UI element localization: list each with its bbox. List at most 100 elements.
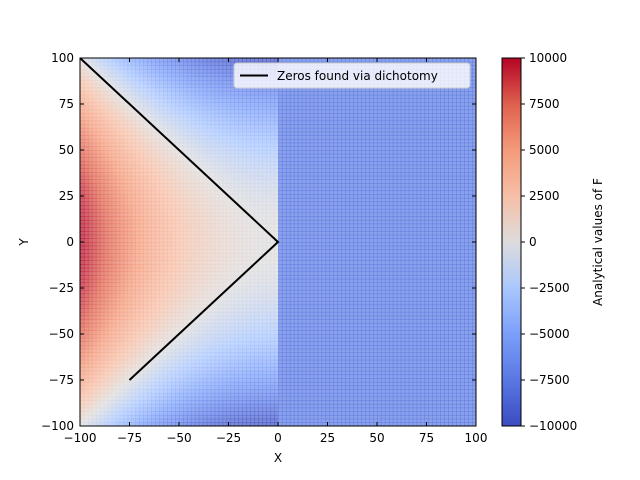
heatmap-cell — [151, 183, 156, 188]
heatmap-cell — [234, 91, 239, 96]
heatmap-cell — [143, 260, 148, 265]
heatmap-cell — [91, 330, 97, 335]
heatmap-cell — [246, 378, 251, 383]
heatmap-cell — [246, 124, 251, 129]
heatmap-cell — [167, 378, 172, 383]
heatmap-cell — [163, 334, 168, 339]
heatmap-cell — [214, 65, 220, 70]
heatmap-cell — [270, 146, 275, 151]
heatmap-cell — [198, 334, 204, 339]
heatmap-cell — [143, 190, 148, 195]
heatmap-cell — [127, 120, 133, 125]
heatmap-cell — [266, 157, 271, 162]
heatmap-cell — [87, 385, 93, 390]
heatmap-cell — [218, 150, 224, 155]
heatmap-cell — [107, 300, 113, 306]
heatmap-cell — [87, 120, 93, 125]
heatmap-cell — [206, 341, 212, 346]
heatmap-cell — [127, 396, 133, 401]
heatmap-cell — [226, 157, 232, 162]
heatmap-cell — [135, 374, 140, 379]
heatmap-cell — [218, 326, 224, 331]
heatmap-cell — [266, 378, 271, 383]
heatmap-cell — [238, 249, 243, 254]
heatmap-cell — [238, 124, 243, 129]
heatmap-cell — [250, 286, 255, 291]
heatmap-cell — [238, 304, 243, 309]
heatmap-cell — [143, 403, 148, 409]
heatmap-cell — [80, 300, 85, 306]
heatmap-cell — [167, 98, 172, 103]
heatmap-cell — [210, 322, 216, 328]
heatmap-cell — [266, 113, 271, 118]
heatmap-cell — [147, 76, 152, 81]
heatmap-cell — [218, 230, 224, 236]
heatmap-cell — [206, 150, 212, 155]
heatmap-cell — [107, 418, 113, 423]
heatmap-cell — [186, 216, 192, 221]
heatmap-cell — [115, 370, 121, 376]
heatmap-cell — [119, 403, 125, 409]
heatmap-cell — [119, 304, 125, 309]
heatmap-cell — [262, 367, 267, 372]
heatmap-cell — [95, 411, 101, 416]
heatmap-cell — [190, 359, 196, 365]
heatmap-cell — [99, 208, 105, 214]
heatmap-cell — [115, 322, 121, 328]
heatmap-cell — [103, 102, 109, 107]
heatmap-cell — [159, 264, 164, 269]
heatmap-cell — [131, 69, 137, 74]
heatmap-cell — [123, 242, 129, 247]
heatmap-cell — [123, 127, 129, 133]
heatmap-cell — [151, 300, 156, 306]
heatmap-cell — [206, 157, 212, 162]
heatmap-cell — [83, 389, 89, 394]
heatmap-cell — [91, 381, 97, 387]
heatmap-cell — [155, 345, 160, 350]
heatmap-cell — [163, 197, 168, 203]
heatmap-cell — [119, 315, 125, 320]
heatmap-cell — [143, 289, 148, 295]
heatmap-cell — [210, 260, 216, 265]
heatmap-cell — [115, 150, 121, 155]
heatmap-cell — [226, 208, 232, 214]
heatmap-cell — [198, 330, 204, 335]
heatmap-cell — [107, 94, 113, 100]
heatmap-cell — [107, 286, 113, 291]
heatmap-cell — [202, 164, 208, 169]
heatmap-cell — [186, 113, 192, 118]
heatmap-cell — [270, 411, 275, 416]
heatmap-cell — [234, 341, 239, 346]
heatmap-cell — [182, 138, 188, 144]
heatmap-cell — [163, 326, 168, 331]
heatmap-cell — [218, 315, 224, 320]
heatmap-cell — [127, 83, 133, 89]
heatmap-cell — [107, 153, 113, 158]
heatmap-cell — [274, 245, 279, 250]
heatmap-cell — [202, 378, 208, 383]
heatmap-cell — [210, 80, 216, 85]
heatmap-cell — [246, 157, 251, 162]
heatmap-cell — [99, 282, 105, 287]
heatmap-cell — [131, 400, 137, 405]
heatmap-cell — [226, 359, 232, 365]
heatmap-cell — [127, 91, 133, 96]
heatmap-cell — [80, 65, 85, 70]
heatmap-cell — [262, 363, 267, 368]
heatmap-cell — [155, 131, 160, 136]
heatmap-cell — [254, 102, 259, 107]
heatmap-cell — [103, 385, 109, 390]
heatmap-cell — [198, 69, 204, 74]
heatmap-cell — [163, 389, 168, 394]
heatmap-cell — [127, 219, 133, 225]
heatmap-cell — [206, 219, 212, 225]
heatmap-cell — [242, 205, 247, 210]
heatmap-cell — [159, 370, 164, 376]
heatmap-cell — [123, 76, 129, 81]
heatmap-cell — [127, 348, 133, 353]
heatmap-cell — [147, 345, 152, 350]
heatmap-cell — [87, 260, 93, 265]
heatmap-cell — [107, 289, 113, 295]
heatmap-cell — [151, 150, 156, 155]
heatmap-cell — [198, 363, 204, 368]
